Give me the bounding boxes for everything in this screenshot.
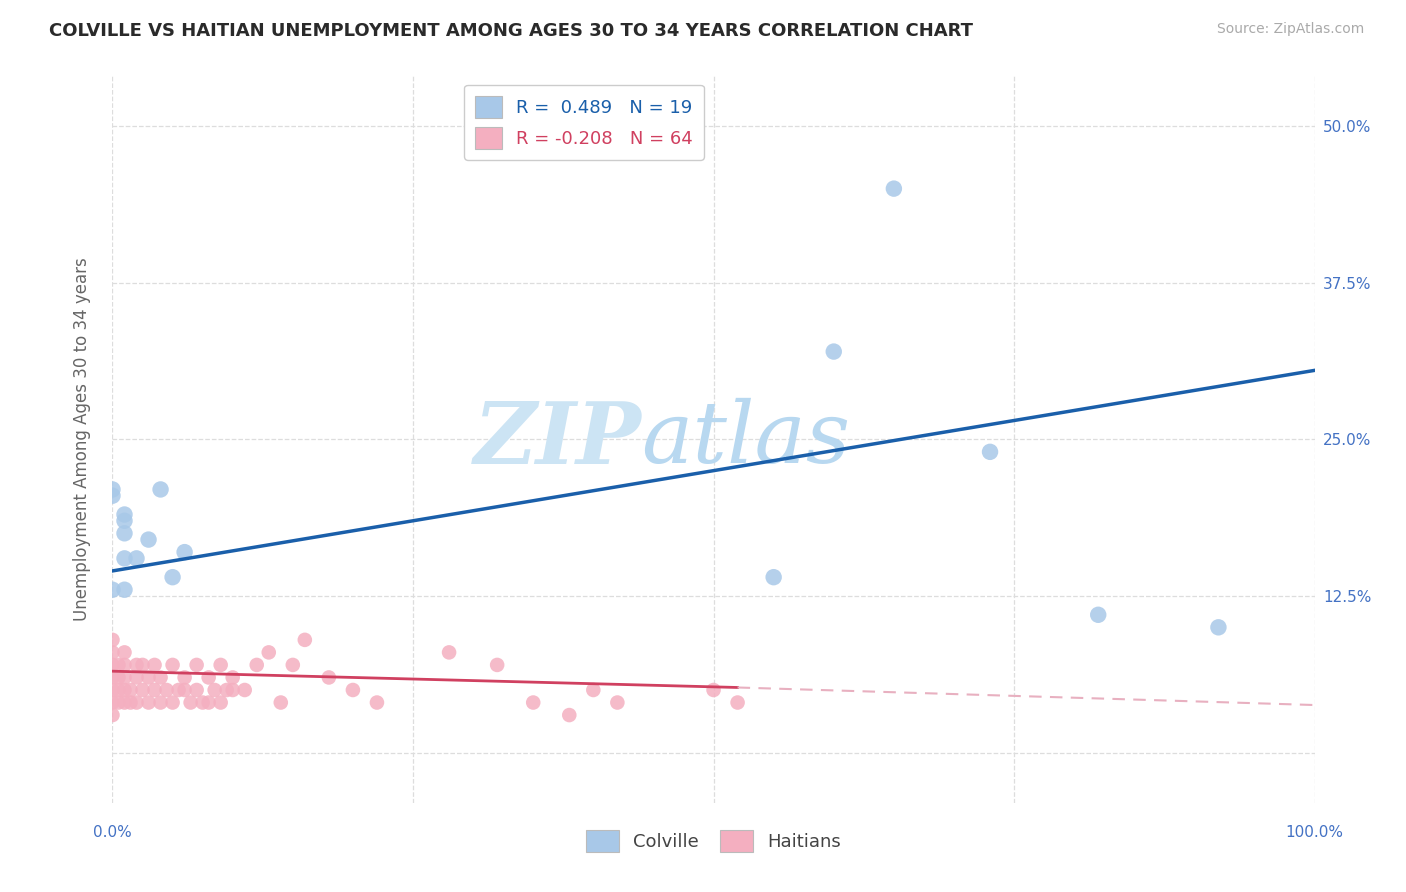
Point <box>101 683 124 698</box>
Point <box>270 696 292 710</box>
Text: COLVILLE VS HAITIAN UNEMPLOYMENT AMONG AGES 30 TO 34 YEARS CORRELATION CHART: COLVILLE VS HAITIAN UNEMPLOYMENT AMONG A… <box>49 22 973 40</box>
Point <box>125 696 148 710</box>
Point <box>114 514 136 528</box>
Point <box>114 657 136 672</box>
Point <box>215 683 238 698</box>
Point <box>173 683 195 698</box>
Point <box>281 657 304 672</box>
Point <box>101 645 124 659</box>
Text: atlas: atlas <box>641 398 851 481</box>
Text: 100.0%: 100.0% <box>1285 825 1344 840</box>
Point <box>107 670 129 684</box>
Point <box>979 445 1001 459</box>
Point <box>318 670 340 684</box>
Point <box>191 696 214 710</box>
Point <box>114 683 136 698</box>
Point <box>162 570 184 584</box>
Point <box>120 683 142 698</box>
Point <box>558 708 581 723</box>
Point <box>114 645 136 659</box>
Point <box>606 696 628 710</box>
Point <box>522 696 544 710</box>
Point <box>437 645 460 659</box>
Point <box>246 657 269 672</box>
Point <box>138 533 160 547</box>
Point <box>1087 607 1109 622</box>
Text: ZIP: ZIP <box>474 398 641 481</box>
Point <box>120 696 142 710</box>
Point <box>233 683 256 698</box>
Point <box>149 670 172 684</box>
Y-axis label: Unemployment Among Ages 30 to 34 years: Unemployment Among Ages 30 to 34 years <box>73 258 91 621</box>
Point <box>114 696 136 710</box>
Point <box>162 657 184 672</box>
Point <box>762 570 785 584</box>
Point <box>101 657 124 672</box>
Point <box>101 483 124 497</box>
Point <box>101 632 124 647</box>
Point <box>342 683 364 698</box>
Point <box>125 670 148 684</box>
Point <box>101 670 124 684</box>
Text: Source: ZipAtlas.com: Source: ZipAtlas.com <box>1216 22 1364 37</box>
Point <box>114 582 136 597</box>
Point <box>101 696 124 710</box>
Point <box>149 696 172 710</box>
Point <box>883 181 905 195</box>
Point <box>125 657 148 672</box>
Point <box>1208 620 1230 634</box>
Point <box>107 696 129 710</box>
Point <box>209 696 232 710</box>
Point <box>107 657 129 672</box>
Point <box>101 582 124 597</box>
Point <box>222 683 245 698</box>
Point <box>727 696 749 710</box>
Point <box>173 670 195 684</box>
Point <box>582 683 605 698</box>
Point <box>823 344 845 359</box>
Point <box>186 683 208 698</box>
Point <box>149 483 172 497</box>
Point <box>101 708 124 723</box>
Point <box>197 696 219 710</box>
Point <box>155 683 177 698</box>
Point <box>222 670 245 684</box>
Text: 0.0%: 0.0% <box>93 825 132 840</box>
Point <box>173 545 195 559</box>
Point <box>486 657 509 672</box>
Point <box>257 645 280 659</box>
Point <box>114 508 136 522</box>
Point <box>138 696 160 710</box>
Point <box>204 683 226 698</box>
Point <box>114 551 136 566</box>
Point <box>143 683 166 698</box>
Point <box>131 657 153 672</box>
Point <box>703 683 725 698</box>
Point <box>167 683 190 698</box>
Point <box>125 551 148 566</box>
Point <box>294 632 316 647</box>
Point <box>131 683 153 698</box>
Point <box>366 696 388 710</box>
Point <box>180 696 202 710</box>
Legend: Colville, Haitians: Colville, Haitians <box>579 822 848 859</box>
Point <box>114 526 136 541</box>
Point <box>209 657 232 672</box>
Point <box>101 489 124 503</box>
Point <box>197 670 219 684</box>
Point <box>162 696 184 710</box>
Point <box>138 670 160 684</box>
Point <box>114 670 136 684</box>
Point <box>186 657 208 672</box>
Point <box>143 657 166 672</box>
Point <box>107 683 129 698</box>
